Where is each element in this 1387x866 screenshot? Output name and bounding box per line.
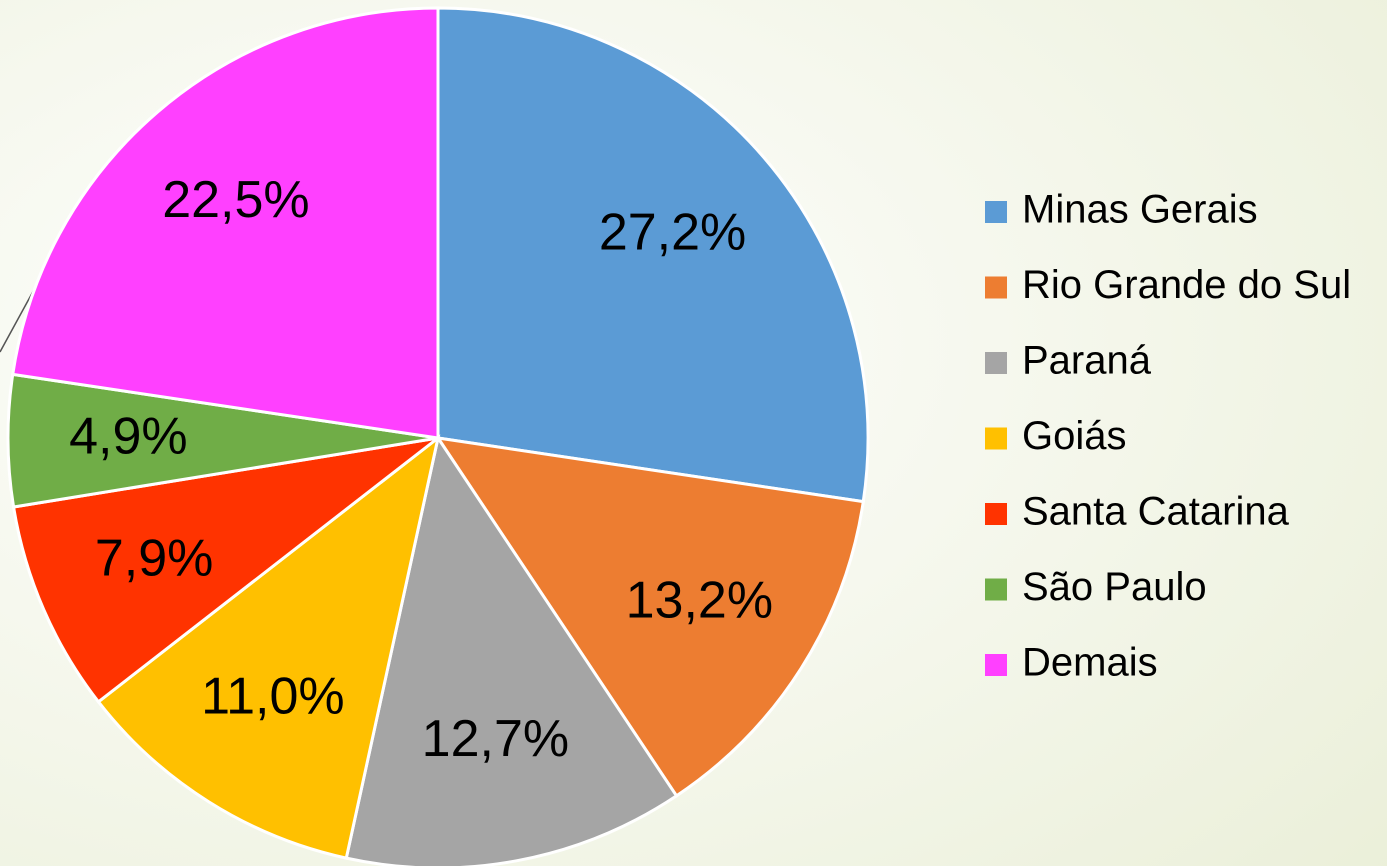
legend-label: Rio Grande do Sul <box>1022 263 1351 307</box>
legend-swatch <box>985 578 1007 601</box>
legend-swatch <box>985 427 1007 450</box>
data-label: 22,5% <box>162 171 309 229</box>
legend-swatch <box>985 503 1007 525</box>
data-label: 13,2% <box>626 572 773 630</box>
slice <box>96 434 441 860</box>
slice <box>11 6 440 440</box>
legend-swatch <box>985 654 1007 676</box>
decoration-line <box>0 285 37 353</box>
data-label: 11,0% <box>201 668 345 726</box>
legend-swatch <box>985 352 1007 374</box>
legend: Minas Gerais Rio Grande do Sul Paraná Goiás… <box>985 188 1351 685</box>
legend-label: Demais <box>1022 641 1158 685</box>
slice <box>434 436 865 798</box>
legend-swatch <box>985 276 1007 299</box>
slice <box>436 6 870 504</box>
legend-swatch <box>985 201 1007 223</box>
slice <box>11 436 439 704</box>
pie: 27,2% 13,2% 12,7% 11,0% 7,9% 4,9% 22,5% <box>6 6 870 866</box>
data-label: 7,9% <box>95 529 214 587</box>
legend-label: Minas Gerais <box>1022 188 1258 232</box>
legend-label: Paraná <box>1022 339 1152 383</box>
data-label: 4,9% <box>69 408 188 466</box>
legend-label: Santa Catarina <box>1022 490 1290 534</box>
data-label: 27,2% <box>599 204 746 262</box>
data-label: 12,7% <box>422 710 569 768</box>
legend-label: São Paulo <box>1022 565 1207 609</box>
legend-label: Goiás <box>1022 414 1127 458</box>
slice <box>344 434 679 866</box>
